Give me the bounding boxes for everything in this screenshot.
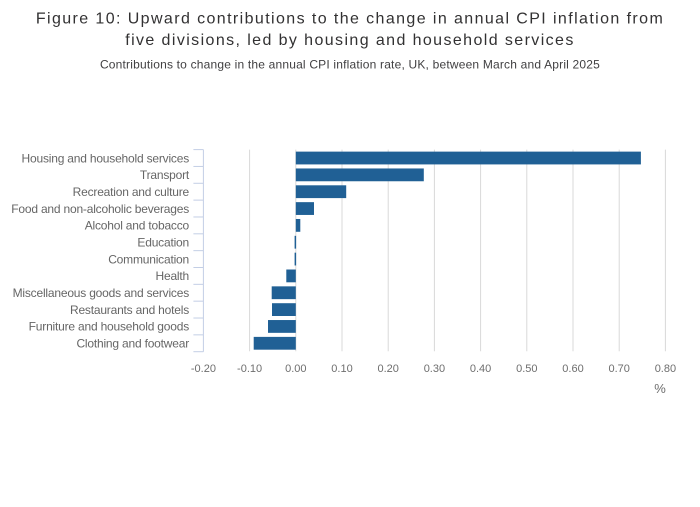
svg-text:Housing and household services: Housing and household services [22, 151, 190, 165]
svg-text:Furniture and household goods: Furniture and household goods [29, 320, 190, 334]
svg-text:-0.10: -0.10 [237, 363, 262, 375]
svg-text:Communication: Communication [108, 252, 189, 266]
svg-text:Recreation and culture: Recreation and culture [73, 185, 190, 199]
svg-text:0.70: 0.70 [608, 363, 629, 375]
svg-text:Contributions to change in the: Contributions to change in the annual CP… [100, 58, 600, 72]
svg-text:0.80: 0.80 [655, 363, 676, 375]
svg-text:0.40: 0.40 [470, 363, 491, 375]
svg-text:-0.20: -0.20 [191, 363, 216, 375]
svg-text:%: % [654, 381, 666, 396]
svg-text:0.20: 0.20 [377, 363, 398, 375]
svg-text:0.50: 0.50 [516, 363, 537, 375]
svg-text:Clothing and footwear: Clothing and footwear [76, 337, 189, 351]
svg-text:Food and non-alcoholic beverag: Food and non-alcoholic beverages [11, 202, 189, 216]
svg-text:0.10: 0.10 [331, 363, 352, 375]
svg-text:0.30: 0.30 [424, 363, 445, 375]
svg-text:Restaurants and hotels: Restaurants and hotels [70, 303, 189, 317]
svg-text:five divisions, led by housing: five divisions, led by housing and house… [125, 32, 575, 49]
svg-text:Transport: Transport [140, 168, 190, 182]
svg-text:Health: Health [156, 269, 190, 283]
svg-text:Education: Education [137, 236, 189, 250]
svg-text:0.00: 0.00 [285, 363, 306, 375]
svg-text:Figure 10: Upward contribution: Figure 10: Upward contributions to the c… [36, 11, 664, 28]
svg-text:0.60: 0.60 [562, 363, 583, 375]
svg-text:Alcohol and tobacco: Alcohol and tobacco [85, 219, 190, 233]
svg-text:Miscellaneous goods and servic: Miscellaneous goods and services [13, 286, 190, 300]
